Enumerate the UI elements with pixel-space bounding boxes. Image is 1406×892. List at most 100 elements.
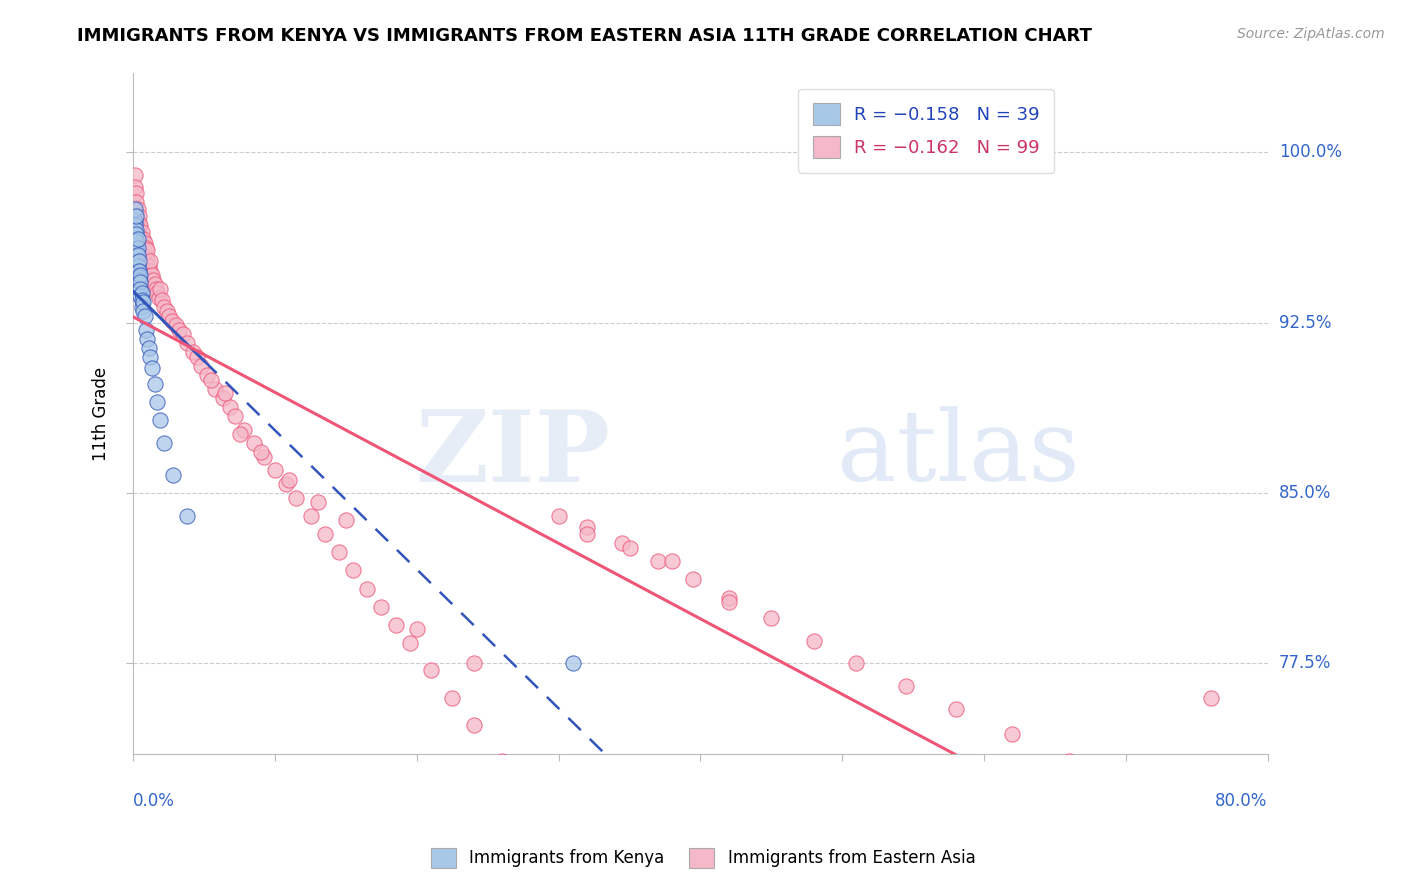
Point (172, 327, 194, 342)
Point (211, 391, 233, 405)
Point (398, 636, 420, 650)
Text: 85.0%: 85.0% (1279, 484, 1331, 502)
Point (131, 225, 153, 239)
Point (131, 293, 153, 307)
Point (129, 288, 152, 302)
Point (342, 563, 364, 577)
Point (124, 218, 146, 232)
Point (145, 282, 167, 296)
Point (682, 573, 704, 587)
Point (384, 618, 406, 632)
Point (138, 341, 160, 355)
Point (717, 591, 740, 605)
Point (356, 582, 378, 596)
Point (1143, 799, 1166, 814)
Point (1001, 727, 1024, 741)
Point (127, 259, 149, 273)
Text: 0.0%: 0.0% (134, 792, 176, 810)
Point (1087, 777, 1109, 791)
Point (647, 554, 669, 568)
Point (561, 657, 583, 671)
Point (136, 243, 159, 257)
Point (132, 304, 155, 318)
Point (1171, 808, 1194, 822)
Point (200, 373, 222, 387)
Point (129, 268, 152, 282)
Point (218, 400, 240, 414)
Point (190, 359, 212, 373)
Legend: Immigrants from Kenya, Immigrants from Eastern Asia: Immigrants from Kenya, Immigrants from E… (425, 841, 981, 875)
Text: atlas: atlas (837, 407, 1080, 502)
Y-axis label: 11th Grade: 11th Grade (93, 367, 110, 460)
Point (162, 467, 184, 482)
Point (125, 186, 148, 201)
Point (125, 227, 148, 242)
Point (250, 445, 273, 459)
Point (264, 463, 287, 477)
Point (299, 508, 322, 523)
Point (142, 273, 165, 287)
Point (128, 273, 150, 287)
Point (314, 527, 336, 541)
Legend: R = −0.158   N = 39, R = −0.162   N = 99: R = −0.158 N = 39, R = −0.162 N = 99 (799, 89, 1054, 172)
Point (125, 209, 148, 223)
Point (139, 254, 162, 268)
Point (150, 293, 173, 307)
Text: 92.5%: 92.5% (1279, 314, 1331, 332)
Point (127, 248, 149, 262)
Point (204, 382, 226, 396)
Point (149, 282, 172, 296)
Point (176, 336, 198, 351)
Point (576, 520, 599, 534)
Point (128, 254, 150, 268)
Point (146, 395, 169, 409)
Point (253, 450, 276, 464)
Point (135, 250, 157, 264)
Point (128, 225, 150, 239)
Point (803, 633, 825, 648)
Point (276, 477, 298, 491)
Point (224, 409, 246, 423)
Point (129, 229, 152, 244)
Point (491, 754, 513, 768)
Point (160, 313, 183, 327)
Text: 100.0%: 100.0% (1279, 144, 1341, 161)
Point (181, 345, 204, 359)
Point (214, 386, 236, 401)
Point (132, 295, 155, 310)
Point (124, 202, 146, 217)
Point (176, 508, 198, 523)
Point (129, 282, 152, 296)
Point (717, 595, 740, 609)
Point (463, 718, 485, 732)
Point (1043, 758, 1066, 772)
Point (195, 368, 218, 382)
Point (132, 241, 155, 255)
Point (335, 513, 357, 527)
Point (945, 702, 967, 716)
Point (125, 195, 148, 210)
Point (139, 350, 162, 364)
Point (127, 213, 149, 227)
Point (134, 236, 156, 251)
Point (129, 275, 152, 289)
Point (405, 623, 427, 637)
Point (134, 245, 156, 260)
Point (463, 657, 485, 671)
Point (141, 268, 163, 282)
Point (124, 168, 146, 182)
Point (124, 213, 146, 227)
Point (138, 259, 160, 273)
Point (136, 332, 159, 346)
Point (129, 218, 152, 232)
Text: IMMIGRANTS FROM KENYA VS IMMIGRANTS FROM EASTERN ASIA 11TH GRADE CORRELATION CHA: IMMIGRANTS FROM KENYA VS IMMIGRANTS FROM… (77, 27, 1092, 45)
Point (135, 241, 157, 255)
Point (845, 657, 868, 671)
Point (307, 495, 329, 509)
Text: Source: ZipAtlas.com: Source: ZipAtlas.com (1237, 27, 1385, 41)
Point (420, 663, 443, 677)
Point (125, 222, 148, 236)
Point (228, 427, 250, 442)
Point (576, 527, 599, 541)
Point (128, 270, 150, 285)
